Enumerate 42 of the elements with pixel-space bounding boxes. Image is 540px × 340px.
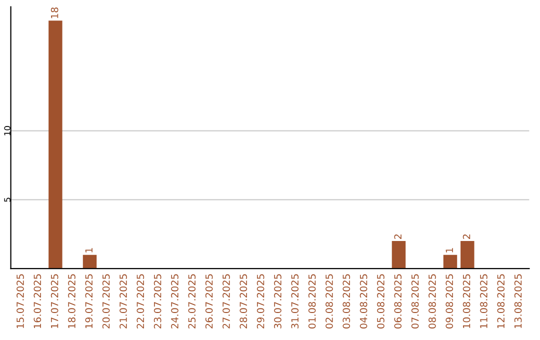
x-tick-label: 10.08.2025 — [462, 274, 470, 328]
x-tick-label: 02.08.2025 — [326, 274, 333, 328]
x-tick-label: 31.07.2025 — [291, 274, 299, 328]
x-tick-label: 17.07.2025 — [50, 274, 58, 328]
x-tick-label: 13.08.2025 — [514, 274, 522, 328]
x-tick-label: 12.08.2025 — [497, 274, 505, 328]
x-tick-label: 09.08.2025 — [446, 274, 454, 328]
x-tick-label: 16.07.2025 — [34, 274, 42, 328]
x-tick-label: 15.07.2025 — [16, 274, 24, 328]
x-tick-label: 28.07.2025 — [240, 274, 248, 328]
x-tick-label: 03.08.2025 — [342, 274, 350, 328]
x-tick-label: 19.07.2025 — [85, 274, 93, 328]
y-tick-label: 10 — [4, 126, 10, 136]
data-label: 1 — [446, 248, 453, 252]
x-tick-label: 27.07.2025 — [222, 274, 230, 328]
data-label: 2 — [394, 234, 402, 239]
data-label: 18 — [50, 7, 58, 18]
data-label: 2 — [462, 234, 470, 239]
x-tick-label: 21.07.2025 — [120, 274, 127, 328]
bar — [48, 20, 62, 269]
x-tick-label: 20.07.2025 — [102, 274, 110, 328]
x-tick-label: 29.07.2025 — [256, 274, 264, 328]
x-tick-label: 22.07.2025 — [136, 274, 144, 328]
x-tick-label: 26.07.2025 — [205, 274, 213, 328]
bar — [82, 254, 97, 269]
x-tick-label: 23.07.2025 — [154, 274, 162, 328]
x-tick-label: 04.08.2025 — [360, 274, 368, 328]
bar — [392, 241, 406, 269]
x-tick-label: 01.08.2025 — [308, 274, 316, 328]
x-tick-label: 07.08.2025 — [411, 274, 419, 328]
data-label: 1 — [85, 248, 92, 252]
bar — [460, 241, 474, 269]
x-tick-label: 25.07.2025 — [188, 274, 196, 328]
x-tick-label: 24.07.2025 — [171, 274, 178, 328]
x-tick-label: 06.08.2025 — [394, 274, 402, 328]
bar — [443, 254, 458, 269]
x-tick-label: 05.08.2025 — [377, 274, 384, 328]
x-tick-label: 18.07.2025 — [68, 274, 76, 328]
x-tick-label: 30.07.2025 — [274, 274, 282, 328]
y-tick-label: 5 — [4, 198, 10, 202]
x-tick-label: 08.08.2025 — [428, 274, 436, 328]
x-tick-label: 11.08.2025 — [480, 274, 488, 328]
